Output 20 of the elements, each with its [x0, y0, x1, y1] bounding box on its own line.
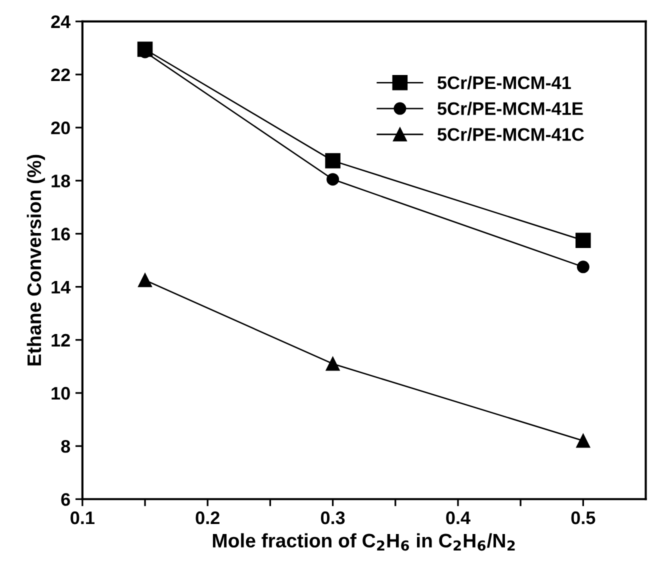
legend-label: 5Cr/PE-MCM-41C: [438, 128, 584, 142]
y-axis-title: Ethane Conversion (%): [26, 154, 45, 366]
y-tick-label: 18: [52, 174, 70, 188]
x-tick-label: 0.5: [571, 511, 596, 524]
y-tick-label: 14: [52, 280, 71, 294]
y-tick-label: 24: [51, 15, 71, 28]
x-tick-label: 0.3: [320, 511, 345, 524]
text: Mole fraction of C$_{2}$H$_{6}$ in C$_{2}$H$_{6}$/N$_{2}$: [212, 533, 515, 551]
y-tick-label: 22: [51, 68, 70, 82]
y-tick-label: 12: [52, 334, 70, 346]
legend-label: 5Cr/PE-MCM-41E: [438, 102, 583, 116]
y-tick-label: 20: [51, 122, 70, 134]
y-tick-label: 10: [52, 386, 70, 400]
x-tick-label: 0.2: [196, 511, 220, 524]
y-tick-label: 16: [52, 228, 70, 240]
legend-label: 5Cr/PE-MCM-41: [438, 76, 571, 90]
x-tick-label: 0.4: [446, 511, 470, 524]
x-tick-label: 0.1: [70, 511, 94, 524]
y-tick-label: 8: [61, 440, 70, 453]
y-tick-label: 6: [61, 493, 70, 506]
